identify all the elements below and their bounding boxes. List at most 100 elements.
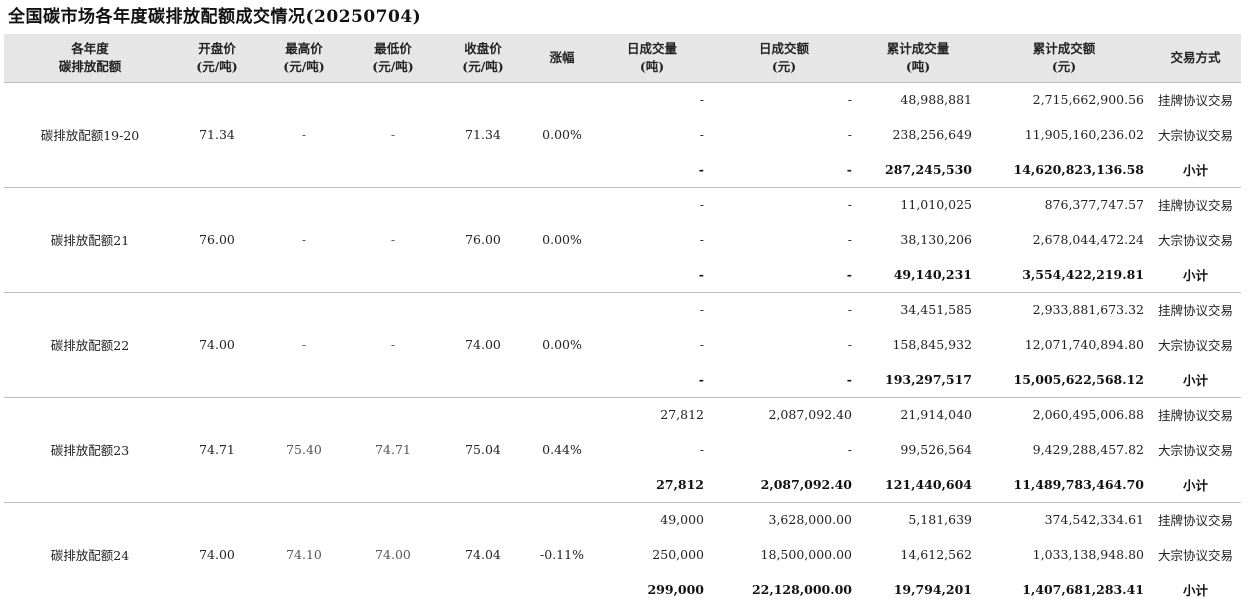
allowance-name: 碳排放配额21 [4, 186, 176, 292]
price-change: 0.00% [530, 186, 594, 292]
daily-amount: - [710, 81, 858, 117]
cumulative-amount: 1,407,681,283.41 [1022, 582, 1144, 597]
table-row-bulk: - - 158,845,932 12,071,740,894.80 大宗协议交易 [4, 327, 1241, 362]
cumulative-amount: 2,060,495,006.88 [978, 396, 1150, 432]
close-price: 75.04 [436, 396, 530, 502]
header-trade-method: 交易方式 [1170, 49, 1221, 65]
low-price: 74.71 [350, 396, 436, 502]
header-allowance-year: 各年度 碳排放配额 [58, 40, 122, 74]
cumulative-amount: 2,678,044,472.24 [1032, 232, 1144, 247]
cumulative-amount: 1,033,138,948.80 [1032, 547, 1144, 562]
table-row-subtotal: - - 193,297,517 15,005,622,568.12 小计 [4, 362, 1241, 397]
low-price: - [350, 81, 436, 187]
price-change: 0.00% [530, 81, 594, 187]
table-row-listed: 碳排放配额23 74.71 75.40 74.71 75.04 0.44% 27,812 2,… [4, 396, 1241, 502]
daily-volume: - [594, 186, 710, 222]
cumulative-volume: 238,256,649 [892, 127, 972, 142]
daily-amount: - [847, 337, 852, 352]
daily-amount: 3,628,000.00 [710, 501, 858, 537]
daily-amount: 2,087,092.40 [760, 476, 852, 492]
table-row-subtotal: 27,812 2,087,092.40 121,440,604 11,489,783,… [4, 467, 1241, 502]
price-change: 0.44% [530, 396, 594, 502]
cumulative-volume: 48,988,881 [858, 81, 978, 117]
table-row-listed: 碳排放配额21 76.00- -76.00 0.00% - -11,010,025 876,… [4, 186, 1241, 292]
low-price: - [350, 186, 436, 292]
cumulative-amount: 2,933,881,673.32 [978, 291, 1150, 327]
high-price: 75.40 [258, 396, 350, 502]
high-price: - [258, 186, 350, 292]
daily-volume: - [594, 291, 710, 327]
daily-amount: - [847, 232, 852, 247]
trade-method: 大宗协议交易 [1157, 128, 1233, 143]
table-row-subtotal: - - 49,140,231 3,554,422,219.81 小计 [4, 257, 1241, 292]
trade-method: 小计 [1182, 372, 1208, 388]
daily-volume: 27,812 [594, 396, 710, 432]
table-row-listed: 碳排放配额19-20 71.34- -71.34 0.00% - -48,988,881 2… [4, 81, 1241, 187]
allowance-name: 碳排放配额24 [4, 501, 176, 607]
daily-volume: 299,000 [647, 582, 704, 597]
open-price: 74.00 [176, 501, 258, 607]
daily-amount: 2,087,092.40 [710, 396, 858, 432]
table-row-listed: 碳排放配额22 74.00- -74.00 0.00% - -34,451,585 2,93… [4, 291, 1241, 397]
daily-amount: - [847, 127, 852, 142]
daily-volume: 250,000 [652, 547, 704, 562]
trade-method: 小计 [1182, 583, 1208, 598]
daily-volume: 49,000 [594, 501, 710, 537]
trade-method: 挂牌协议交易 [1150, 291, 1241, 327]
cumulative-amount: 876,377,747.57 [978, 186, 1150, 222]
allowance-name: 碳排放配额23 [4, 396, 176, 502]
cumulative-amount: 12,071,740,894.80 [1024, 337, 1144, 352]
daily-volume: - [698, 371, 704, 387]
cumulative-amount: 9,429,288,457.82 [1032, 442, 1144, 457]
header-high-price: 最高价 (元/吨) [283, 40, 325, 74]
daily-volume: - [699, 442, 704, 457]
header-change: 涨幅 [549, 49, 575, 65]
allowance-name: 碳排放配额19-20 [4, 81, 176, 187]
header-open-price: 开盘价 (元/吨) [196, 40, 238, 74]
open-price: 76.00 [176, 186, 258, 292]
trade-method: 大宗协议交易 [1157, 338, 1233, 353]
cumulative-volume: 158,845,932 [892, 337, 972, 352]
cumulative-amount: 11,489,783,464.70 [1013, 476, 1144, 492]
table-row-subtotal: - - 287,245,530 14,620,823,136.58 小计 [4, 152, 1241, 187]
price-change: -0.11% [530, 501, 594, 607]
trade-method: 挂牌协议交易 [1150, 81, 1241, 117]
header-low-price: 最低价 (元/吨) [372, 40, 414, 74]
cumulative-volume: 121,440,604 [885, 476, 972, 492]
open-price: 74.71 [176, 396, 258, 502]
table-body: 碳排放配额19-20 71.34- -71.34 0.00% - -48,988,881 2… [4, 81, 1241, 607]
table-row-subtotal: 299,000 22,128,000.00 19,794,201 1,407,681,… [4, 572, 1241, 607]
page-title: 全国碳市场各年度碳排放配额成交情况(20250704) [8, 7, 422, 27]
cumulative-amount: 2,715,662,900.56 [978, 81, 1150, 117]
header-cumulative-volume: 累计成交量 (吨) [886, 40, 950, 74]
table-header-row: 各年度 碳排放配额 开盘价 (元/吨) 最高价 (元/吨) 最低价 (元/吨) 收盘价(… [4, 34, 1241, 82]
daily-volume: - [699, 232, 704, 247]
trade-method: 挂牌协议交易 [1150, 186, 1241, 222]
cumulative-volume: 193,297,517 [885, 371, 972, 387]
table-row-bulk: - - 238,256,649 11,905,160,236.02 大宗协议交易 [4, 117, 1241, 152]
trade-method: 挂牌协议交易 [1150, 501, 1241, 537]
cumulative-volume: 49,140,231 [893, 266, 972, 282]
trade-method: 大宗协议交易 [1157, 548, 1233, 563]
trade-method: 小计 [1182, 267, 1208, 283]
open-price: 71.34 [176, 81, 258, 187]
close-price: 74.04 [436, 501, 530, 607]
trade-method: 小计 [1182, 162, 1208, 178]
table-row-bulk: 250,000 18,500,000.00 14,612,562 1,033,138,… [4, 537, 1241, 572]
table-row-listed: 碳排放配额24 74.00 74.10 74.00 74.04 -0.11% 49,000 3… [4, 501, 1241, 607]
cumulative-amount: 3,554,422,219.81 [1022, 266, 1144, 282]
daily-amount: - [710, 186, 858, 222]
trade-method: 大宗协议交易 [1157, 443, 1233, 458]
daily-volume: - [698, 161, 704, 177]
cumulative-amount: 15,005,622,568.12 [1013, 371, 1144, 387]
cumulative-amount: 14,620,823,136.58 [1013, 161, 1144, 177]
allowance-name: 碳排放配额22 [4, 291, 176, 397]
cumulative-volume: 11,010,025 [858, 186, 978, 222]
cumulative-amount: 11,905,160,236.02 [1024, 127, 1144, 142]
cumulative-volume: 5,181,639 [858, 501, 978, 537]
cumulative-volume: 19,794,201 [893, 582, 972, 597]
header-daily-volume: 日成交量 (吨) [626, 40, 677, 74]
low-price: 74.00 [350, 501, 436, 607]
price-change: 0.00% [530, 291, 594, 397]
close-price: 74.00 [436, 291, 530, 397]
